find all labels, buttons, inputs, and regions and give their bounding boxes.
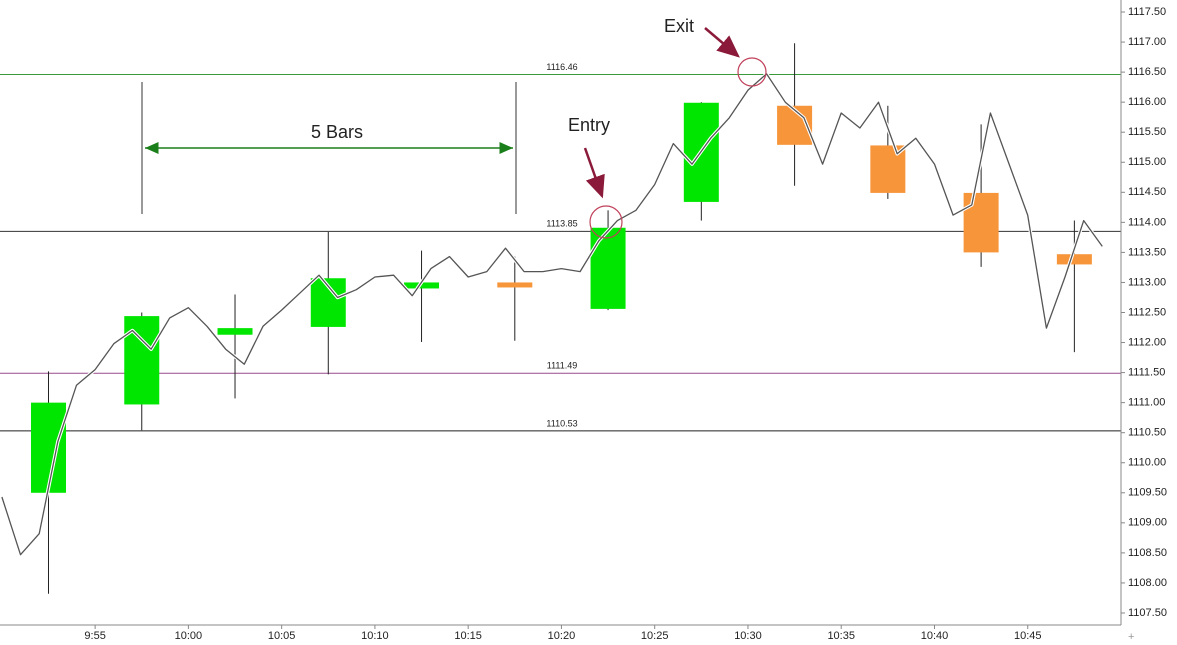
x-tick-label: 10:05 [268,630,296,642]
y-tick-label: 1110.50 [1128,427,1166,439]
y-tick-label: 1115.00 [1128,156,1166,168]
x-tick-label: 10:10 [361,630,389,642]
price-line [1,73,1103,556]
candle-body [963,192,999,253]
level-label: 1110.53 [546,418,577,428]
x-tick-label: 9:55 [84,630,105,642]
exit-arrow [704,27,740,58]
y-tick-label: 1114.00 [1128,216,1166,228]
level-label: 1113.85 [546,219,577,229]
x-tick-label: 10:00 [175,630,203,642]
y-tick-label: 1108.00 [1128,577,1167,589]
y-tick-label: 1112.00 [1128,336,1166,348]
y-tick-label: 1113.00 [1128,276,1166,288]
x-tick-label: 10:45 [1014,630,1042,642]
y-tick-label: 1110.00 [1128,457,1166,469]
annotations: 5 Bars Entry Exit [141,16,740,214]
plot [0,43,1104,594]
y-tick-label: 1117.00 [1128,36,1166,48]
corner-handle: + [1128,631,1134,643]
candle-body [497,282,533,288]
candle-body [404,282,440,289]
exit-label: Exit [664,16,694,36]
candle-body [124,316,160,405]
level-label: 1116.46 [546,62,577,72]
x-tick-label: 10:20 [548,630,576,642]
y-tick-label: 1116.00 [1128,96,1166,108]
y-tick-label: 1113.50 [1128,246,1166,258]
candle-body [1056,254,1092,265]
x-tick-label: 10:30 [734,630,762,642]
entry-label: Entry [568,115,610,135]
y-tick-label: 1115.50 [1128,126,1166,138]
y-tick-label: 1108.50 [1128,547,1167,559]
y-tick-label: 1114.50 [1128,186,1166,198]
y-tick-label: 1109.00 [1128,517,1167,529]
level-label: 1111.49 [547,361,578,371]
exit-circle [737,57,767,87]
entry-circle [589,205,623,239]
x-tick-label: 10:40 [921,630,949,642]
candle-body [217,328,253,335]
candle-body [30,402,66,493]
x-tick-label: 10:25 [641,630,669,642]
y-tick-label: 1117.50 [1128,6,1166,18]
x-tick-label: 10:35 [827,630,855,642]
y-tick-label: 1116.50 [1128,66,1166,78]
entry-arrow [583,147,605,199]
grid: 1116.46 1113.85 1111.49 1110.53 [0,62,1121,432]
y-tick-label: 1107.50 [1128,607,1167,619]
bars-label: 5 Bars [311,122,363,142]
y-tick-label: 1112.50 [1128,306,1166,318]
y-tick-label: 1111.50 [1128,367,1165,379]
x-tick-label: 10:15 [454,630,482,642]
y-tick-label: 1111.00 [1128,397,1165,409]
overlay [589,57,767,239]
candle-body [590,227,626,309]
y-tick-label: 1109.50 [1128,487,1167,499]
